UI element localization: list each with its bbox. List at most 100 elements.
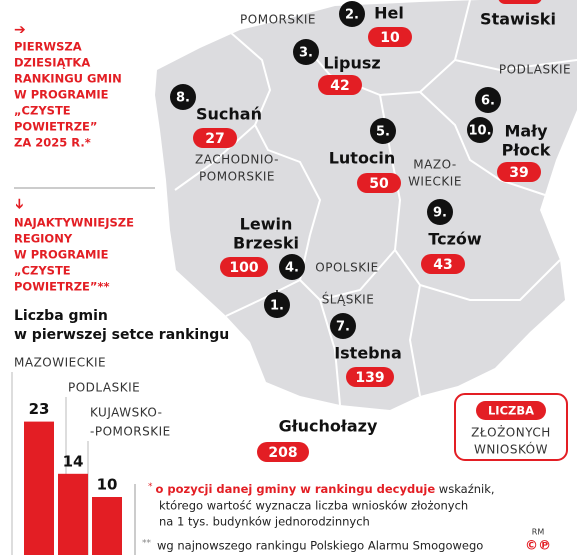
place-name: Głuchołazy (279, 417, 378, 436)
rank: 5. (376, 125, 390, 140)
regions-line: REGIONY (14, 232, 73, 246)
value: 50 (369, 176, 389, 192)
place-name: Lewin (240, 215, 293, 234)
value-pill (257, 442, 309, 462)
value: 39 (509, 165, 528, 181)
regions-line: „CZYSTE (14, 264, 71, 278)
rank: 6. (481, 94, 495, 109)
region-borders (174, 0, 577, 406)
region-label: PODLASKIE (499, 63, 571, 77)
rank-circle (427, 199, 453, 225)
value: 43 (433, 257, 452, 273)
rank-circle (170, 84, 196, 110)
value-pill (357, 173, 401, 193)
chart-title: w pierwszej setce rankingu (14, 327, 229, 343)
region-label: ZACHODNIO- (195, 153, 279, 167)
region-label: ŚLĄSKIE (322, 292, 375, 307)
rank: 8. (176, 91, 190, 106)
rank: 4. (285, 261, 299, 276)
category-label: -POMORSKIE (90, 425, 171, 439)
legend-line: ZŁOŻONYCH (471, 425, 551, 440)
place-name: Suchań (196, 105, 262, 124)
rank-circle (475, 87, 501, 113)
rank: 1. (270, 299, 284, 314)
rank-circle (293, 39, 319, 65)
regions-line: POWIETRZE”** (14, 280, 110, 294)
rm-mark: RM (532, 528, 545, 537)
region-label: MAZO- (413, 158, 456, 172)
bar-value: 14 (63, 452, 84, 470)
place-name: Stawiski (480, 10, 556, 29)
arrow: ➔ (14, 22, 26, 38)
intro-line: ZA 2025 R.* (14, 136, 91, 150)
value-pill (318, 75, 362, 95)
value-pill (421, 254, 465, 274)
place-name: Tczów (428, 230, 482, 249)
bar (92, 497, 122, 555)
intro-line: RANKINGU GMIN (14, 72, 122, 86)
copyright-mark: ©℗ (525, 539, 551, 554)
region-label: POMORSKIE (240, 13, 316, 27)
rank-circle (330, 313, 356, 339)
bar (58, 473, 88, 555)
footnote: * o pozycji danej gminy w rankingu decydu… (148, 482, 495, 496)
arrow: ➔ (11, 198, 27, 210)
legend-tag-text: LICZBA (488, 404, 534, 418)
rank-circle (370, 118, 396, 144)
value: 100 (229, 260, 258, 276)
rank-circle (279, 254, 305, 280)
region-label: OPOLSKIE (315, 261, 378, 275)
regions-line: W PROGRAMIE (14, 248, 109, 262)
rank: 2. (345, 8, 359, 23)
bar-value: 23 (29, 400, 50, 418)
value-pill (368, 27, 412, 47)
legend-line: WNIOSKÓW (474, 442, 548, 457)
intro-line: POWIETRZE” (14, 120, 97, 134)
bar (24, 421, 54, 555)
intro-line: DZIESIĄTKA (14, 56, 90, 70)
rank: 7. (336, 320, 350, 335)
value-pill (220, 257, 268, 277)
place-name: Mały (504, 122, 548, 141)
category-label: MAZOWIECKIE (14, 356, 106, 370)
bar-value: 10 (97, 476, 118, 494)
footnote: na 1 tys. budynków jednorodzinnych (159, 515, 370, 529)
region-label: POMORSKIE (199, 170, 275, 184)
rank: 10. (468, 124, 491, 139)
value-pill (193, 128, 237, 148)
value-pill (497, 162, 541, 182)
intro-line: W PROGRAMIE (14, 88, 109, 102)
cut-pill (498, 0, 542, 4)
rank: 3. (299, 46, 313, 61)
legend-tag (476, 401, 546, 420)
map-poland (155, 0, 577, 410)
value: 208 (268, 445, 297, 461)
value: 27 (205, 131, 224, 147)
category-label: PODLASKIE (68, 381, 140, 395)
value: 42 (330, 78, 349, 94)
rank-circle (339, 1, 365, 27)
value: 139 (355, 370, 384, 386)
rank: 9. (433, 206, 447, 221)
footnote-bold: o pozycji danej gminy w rankingu decyduj… (156, 482, 436, 496)
rank-circle (467, 117, 493, 143)
place-name: Lutocin (329, 149, 396, 168)
region-label: WIECKIE (408, 175, 462, 189)
place-name: Płock (502, 141, 551, 160)
footnote: wg najnowszego rankingu Polskiego Alarmu… (157, 539, 483, 553)
place-name: Istebna (334, 344, 402, 363)
footnote-star: ** (142, 539, 152, 549)
category-label: KUJAWSKO- (90, 406, 163, 420)
value-pill (346, 367, 394, 387)
intro-line: „CZYSTE (14, 104, 71, 118)
rank-circle (264, 292, 290, 318)
regions-line: NAJAKTYWNIEJSZE (14, 216, 134, 230)
place-name: Lipusz (323, 54, 380, 73)
footnote-text: wskaźnik, (435, 482, 494, 496)
footnote-star: * (148, 482, 153, 492)
value: 10 (380, 30, 400, 46)
chart-title: Liczba gmin (14, 308, 108, 324)
place-name: Brzeski (233, 234, 299, 253)
place-name: Hel (374, 4, 404, 23)
